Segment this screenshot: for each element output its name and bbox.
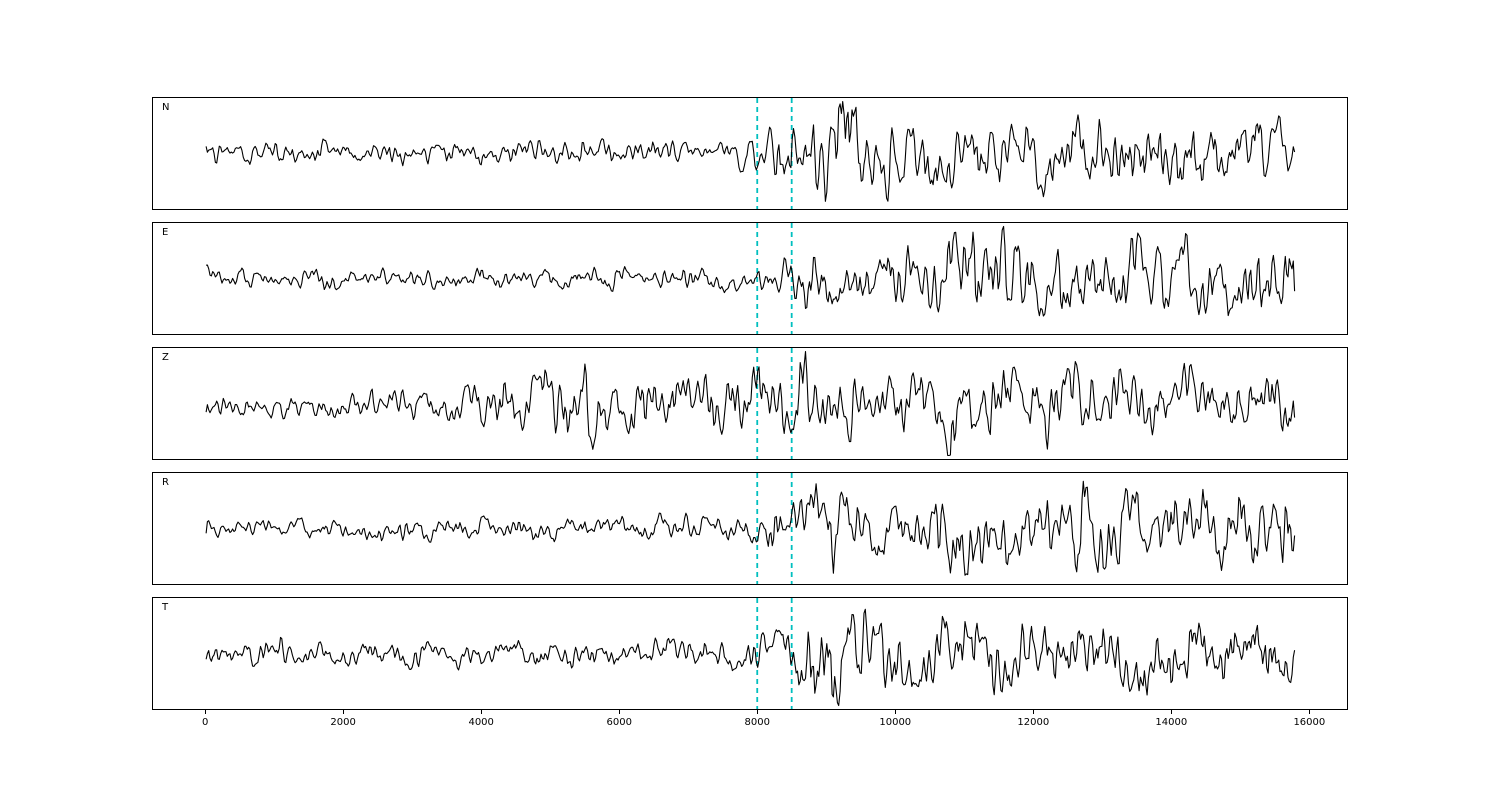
waveform-plot-R	[205, 473, 1296, 584]
x-tick-label: 6000	[606, 717, 632, 728]
waveform-trace	[205, 480, 1296, 576]
x-tick-mark	[480, 710, 482, 714]
x-tick-mark	[342, 710, 344, 714]
panel-E: E	[152, 222, 1348, 335]
x-tick-label: 4000	[468, 717, 494, 728]
channel-label-N: N	[162, 102, 170, 113]
x-tick-label: 16000	[1293, 717, 1326, 728]
waveform-plot-Z	[205, 348, 1296, 459]
x-tick-label: 2000	[330, 717, 356, 728]
panel-T: T	[152, 597, 1348, 710]
x-tick-mark	[1032, 710, 1034, 714]
x-tick-label: 14000	[1155, 717, 1188, 728]
channel-label-T: T	[162, 602, 169, 613]
x-tick-label: 12000	[1017, 717, 1050, 728]
channel-label-Z: Z	[162, 352, 169, 363]
waveform-plot-N	[205, 98, 1296, 209]
x-axis: 0 2000 4000 6000 8000 10000 12000 14000 16000	[0, 710, 1500, 740]
panel-Z: Z	[152, 347, 1348, 460]
x-tick-mark	[618, 710, 620, 714]
waveform-plot-T	[205, 598, 1296, 709]
waveform-trace	[205, 350, 1296, 457]
x-tick-label: 0	[201, 717, 209, 728]
x-tick-mark	[756, 710, 758, 714]
x-tick-label: 8000	[744, 717, 770, 728]
x-tick-label: 10000	[879, 717, 912, 728]
channel-label-R: R	[162, 477, 169, 488]
x-tick-mark	[204, 710, 206, 714]
waveform-trace	[206, 225, 1296, 317]
waveform-plot-E	[206, 223, 1296, 334]
channel-label-E: E	[162, 227, 169, 238]
panel-R: R	[152, 472, 1348, 585]
panel-N: N	[152, 97, 1348, 210]
x-tick-mark	[1308, 710, 1310, 714]
x-tick-mark	[1170, 710, 1172, 714]
waveform-trace	[205, 608, 1296, 707]
waveform-trace	[205, 100, 1296, 202]
x-tick-mark	[894, 710, 896, 714]
